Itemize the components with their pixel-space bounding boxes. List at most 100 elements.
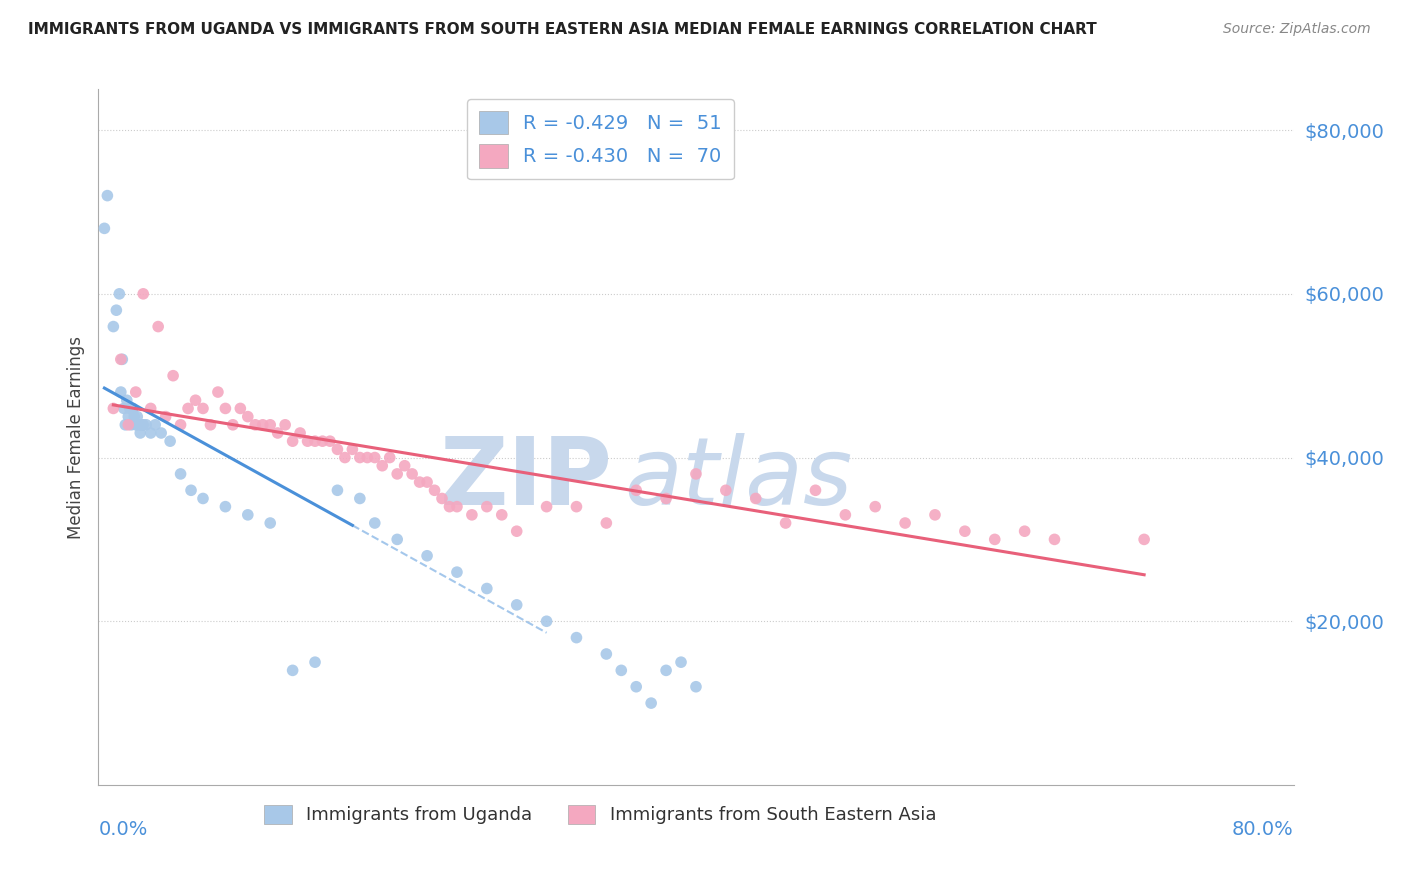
Point bbox=[128, 417, 150, 432]
Point bbox=[103, 401, 125, 416]
Point bbox=[124, 409, 146, 424]
Point bbox=[252, 417, 274, 432]
Point bbox=[491, 508, 513, 522]
Point bbox=[685, 467, 707, 481]
Point bbox=[371, 458, 394, 473]
Point bbox=[804, 483, 827, 498]
Point bbox=[894, 516, 917, 530]
Point bbox=[148, 319, 170, 334]
Point bbox=[135, 417, 157, 432]
Point bbox=[745, 491, 768, 506]
Point bbox=[214, 401, 236, 416]
Point bbox=[356, 450, 378, 465]
Point bbox=[326, 442, 349, 457]
Point bbox=[121, 401, 143, 416]
Point bbox=[364, 516, 387, 530]
Point bbox=[304, 434, 326, 449]
Point bbox=[342, 442, 364, 457]
Point bbox=[155, 409, 177, 424]
Point bbox=[536, 500, 558, 514]
Point bbox=[475, 500, 498, 514]
Point bbox=[120, 417, 142, 432]
Point bbox=[184, 393, 207, 408]
Point bbox=[112, 401, 135, 416]
Point bbox=[267, 425, 290, 440]
Point bbox=[430, 491, 453, 506]
Point bbox=[108, 286, 131, 301]
Point bbox=[105, 303, 128, 318]
Text: 0.0%: 0.0% bbox=[98, 820, 148, 838]
Point bbox=[311, 434, 333, 449]
Point bbox=[297, 434, 319, 449]
Point bbox=[610, 664, 633, 678]
Point bbox=[423, 483, 446, 498]
Point bbox=[177, 401, 200, 416]
Point bbox=[475, 582, 498, 596]
Point bbox=[595, 647, 617, 661]
Point bbox=[364, 450, 387, 465]
Text: atlas: atlas bbox=[624, 434, 852, 524]
Point bbox=[259, 417, 281, 432]
Point bbox=[114, 417, 136, 432]
Point bbox=[259, 516, 281, 530]
Point bbox=[626, 680, 648, 694]
Point bbox=[115, 393, 138, 408]
Point bbox=[236, 409, 259, 424]
Point bbox=[93, 221, 115, 235]
Point bbox=[96, 188, 118, 202]
Text: Source: ZipAtlas.com: Source: ZipAtlas.com bbox=[1223, 22, 1371, 37]
Point bbox=[125, 385, 148, 400]
Text: 80.0%: 80.0% bbox=[1232, 820, 1294, 838]
Y-axis label: Median Female Earnings: Median Female Earnings bbox=[66, 335, 84, 539]
Point bbox=[110, 385, 132, 400]
Point bbox=[461, 508, 484, 522]
Legend: Immigrants from Uganda, Immigrants from South Eastern Asia: Immigrants from Uganda, Immigrants from … bbox=[257, 797, 943, 831]
Point bbox=[349, 450, 371, 465]
Point bbox=[385, 533, 409, 547]
Point bbox=[207, 385, 229, 400]
Point bbox=[180, 483, 202, 498]
Point bbox=[565, 631, 588, 645]
Text: IMMIGRANTS FROM UGANDA VS IMMIGRANTS FROM SOUTH EASTERN ASIA MEDIAN FEMALE EARNI: IMMIGRANTS FROM UGANDA VS IMMIGRANTS FRO… bbox=[28, 22, 1097, 37]
Point bbox=[117, 417, 139, 432]
Point bbox=[506, 524, 529, 539]
Point bbox=[169, 417, 191, 432]
Point bbox=[565, 500, 588, 514]
Point bbox=[1014, 524, 1036, 539]
Point bbox=[685, 680, 707, 694]
Point bbox=[669, 655, 692, 669]
Point bbox=[1133, 533, 1156, 547]
Point bbox=[191, 491, 214, 506]
Point bbox=[125, 417, 148, 432]
Point bbox=[111, 352, 134, 367]
Point bbox=[953, 524, 976, 539]
Point bbox=[595, 516, 617, 530]
Point bbox=[446, 565, 468, 579]
Point bbox=[416, 475, 439, 489]
Point bbox=[191, 401, 214, 416]
Point bbox=[984, 533, 1007, 547]
Point bbox=[714, 483, 737, 498]
Point bbox=[333, 450, 356, 465]
Point bbox=[129, 425, 152, 440]
Point bbox=[139, 425, 162, 440]
Point bbox=[640, 696, 662, 710]
Point bbox=[143, 417, 166, 432]
Point bbox=[446, 500, 468, 514]
Point bbox=[319, 434, 342, 449]
Point bbox=[439, 500, 461, 514]
Point bbox=[214, 500, 236, 514]
Point bbox=[132, 286, 155, 301]
Point bbox=[150, 425, 173, 440]
Point bbox=[281, 664, 304, 678]
Point bbox=[655, 491, 678, 506]
Point bbox=[127, 409, 149, 424]
Point bbox=[416, 549, 439, 563]
Point bbox=[274, 417, 297, 432]
Point bbox=[626, 483, 648, 498]
Point bbox=[865, 500, 887, 514]
Point bbox=[349, 491, 371, 506]
Point bbox=[536, 614, 558, 628]
Text: ZIP: ZIP bbox=[440, 433, 613, 524]
Point bbox=[385, 467, 409, 481]
